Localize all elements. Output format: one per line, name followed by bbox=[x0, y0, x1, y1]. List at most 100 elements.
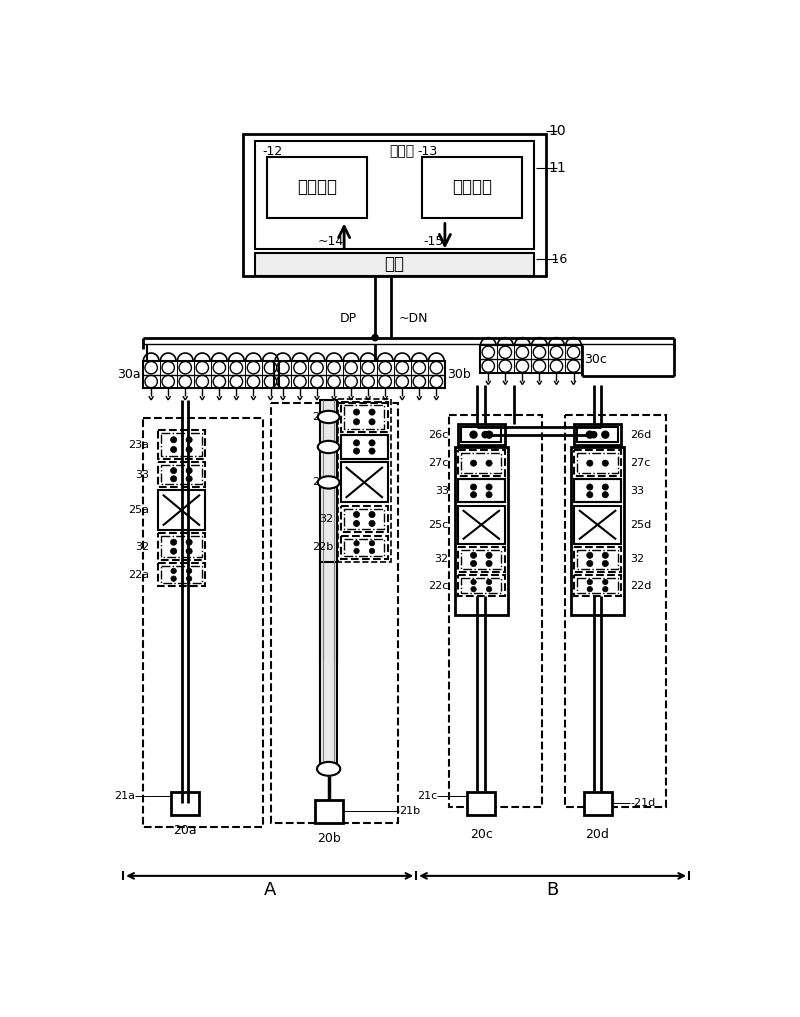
Bar bbox=[458, 451, 505, 476]
Text: 33: 33 bbox=[434, 486, 449, 496]
Bar bbox=[578, 454, 618, 473]
Bar bbox=[274, 361, 445, 388]
Bar bbox=[341, 505, 387, 533]
Circle shape bbox=[587, 587, 593, 592]
Bar bbox=[449, 415, 542, 807]
Bar bbox=[461, 427, 502, 442]
Bar bbox=[270, 403, 398, 823]
Text: 22b: 22b bbox=[312, 542, 334, 552]
Circle shape bbox=[170, 446, 177, 453]
Circle shape bbox=[354, 521, 360, 527]
Circle shape bbox=[486, 560, 492, 566]
Text: A: A bbox=[263, 881, 276, 899]
Text: 23b: 23b bbox=[312, 412, 334, 422]
Circle shape bbox=[171, 576, 176, 582]
Circle shape bbox=[354, 540, 359, 546]
Text: -15: -15 bbox=[423, 235, 443, 248]
Text: -12: -12 bbox=[262, 144, 282, 158]
Circle shape bbox=[369, 409, 375, 415]
Bar bbox=[458, 547, 505, 572]
Text: 30a: 30a bbox=[117, 368, 141, 381]
Bar bbox=[320, 400, 337, 661]
Bar bbox=[565, 415, 666, 807]
Text: 25c: 25c bbox=[429, 520, 449, 530]
Circle shape bbox=[602, 460, 609, 466]
Bar bbox=[341, 463, 387, 502]
Text: -13: -13 bbox=[417, 144, 437, 158]
Text: -16: -16 bbox=[547, 252, 567, 265]
Circle shape bbox=[186, 436, 192, 442]
Circle shape bbox=[470, 552, 477, 558]
Bar bbox=[344, 406, 385, 428]
Text: 27c: 27c bbox=[630, 458, 650, 468]
Circle shape bbox=[587, 580, 593, 585]
Bar bbox=[458, 424, 505, 445]
Bar bbox=[162, 536, 202, 557]
Bar bbox=[578, 578, 618, 593]
Ellipse shape bbox=[317, 762, 340, 776]
Circle shape bbox=[369, 419, 375, 425]
Text: 10: 10 bbox=[549, 124, 566, 138]
Text: 控制部: 控制部 bbox=[390, 144, 415, 159]
Bar bbox=[458, 505, 505, 544]
Bar bbox=[480, 346, 582, 373]
Bar bbox=[344, 539, 385, 555]
Circle shape bbox=[470, 431, 477, 438]
Circle shape bbox=[602, 491, 609, 497]
Circle shape bbox=[369, 439, 375, 445]
Bar bbox=[344, 508, 385, 530]
Bar bbox=[158, 533, 205, 560]
Text: 20d: 20d bbox=[586, 828, 610, 841]
Text: 22d: 22d bbox=[630, 581, 651, 591]
Circle shape bbox=[586, 460, 593, 466]
Circle shape bbox=[486, 552, 492, 558]
Bar bbox=[461, 454, 502, 473]
Bar bbox=[574, 479, 621, 502]
Ellipse shape bbox=[318, 411, 339, 423]
Bar bbox=[574, 424, 621, 445]
Bar bbox=[162, 466, 202, 484]
Circle shape bbox=[586, 484, 593, 490]
Bar bbox=[571, 447, 624, 615]
Circle shape bbox=[186, 576, 192, 582]
Circle shape bbox=[354, 419, 360, 425]
Bar bbox=[314, 799, 342, 823]
Text: 20b: 20b bbox=[317, 832, 341, 845]
Text: 26c: 26c bbox=[429, 429, 449, 439]
Text: 21b: 21b bbox=[399, 806, 420, 817]
Circle shape bbox=[354, 409, 360, 415]
Circle shape bbox=[369, 521, 375, 527]
Bar bbox=[574, 479, 621, 502]
Text: 32: 32 bbox=[630, 554, 644, 564]
Circle shape bbox=[486, 484, 492, 490]
Bar bbox=[574, 547, 621, 572]
Bar bbox=[455, 447, 508, 615]
Text: 33: 33 bbox=[630, 486, 644, 496]
Bar bbox=[458, 575, 505, 596]
Bar bbox=[255, 141, 534, 249]
Bar bbox=[255, 253, 534, 276]
Circle shape bbox=[370, 540, 374, 546]
Bar bbox=[341, 434, 387, 460]
Circle shape bbox=[486, 580, 492, 585]
Circle shape bbox=[186, 468, 192, 474]
Text: 27c: 27c bbox=[428, 458, 449, 468]
Text: 输入单元: 输入单元 bbox=[297, 179, 337, 196]
Text: 32: 32 bbox=[434, 554, 449, 564]
Circle shape bbox=[470, 560, 477, 566]
Circle shape bbox=[186, 476, 192, 482]
Text: 20a: 20a bbox=[174, 824, 197, 837]
Bar bbox=[266, 157, 367, 219]
Bar bbox=[458, 479, 505, 502]
Circle shape bbox=[602, 580, 608, 585]
Circle shape bbox=[470, 460, 477, 466]
Circle shape bbox=[170, 548, 177, 554]
Text: 26d: 26d bbox=[630, 429, 651, 439]
Ellipse shape bbox=[318, 440, 339, 454]
Circle shape bbox=[470, 484, 477, 490]
Text: 32: 32 bbox=[134, 542, 149, 551]
Text: 32: 32 bbox=[319, 514, 334, 524]
Text: 20c: 20c bbox=[470, 828, 493, 841]
Ellipse shape bbox=[318, 476, 339, 488]
Text: 21a: 21a bbox=[114, 791, 135, 800]
